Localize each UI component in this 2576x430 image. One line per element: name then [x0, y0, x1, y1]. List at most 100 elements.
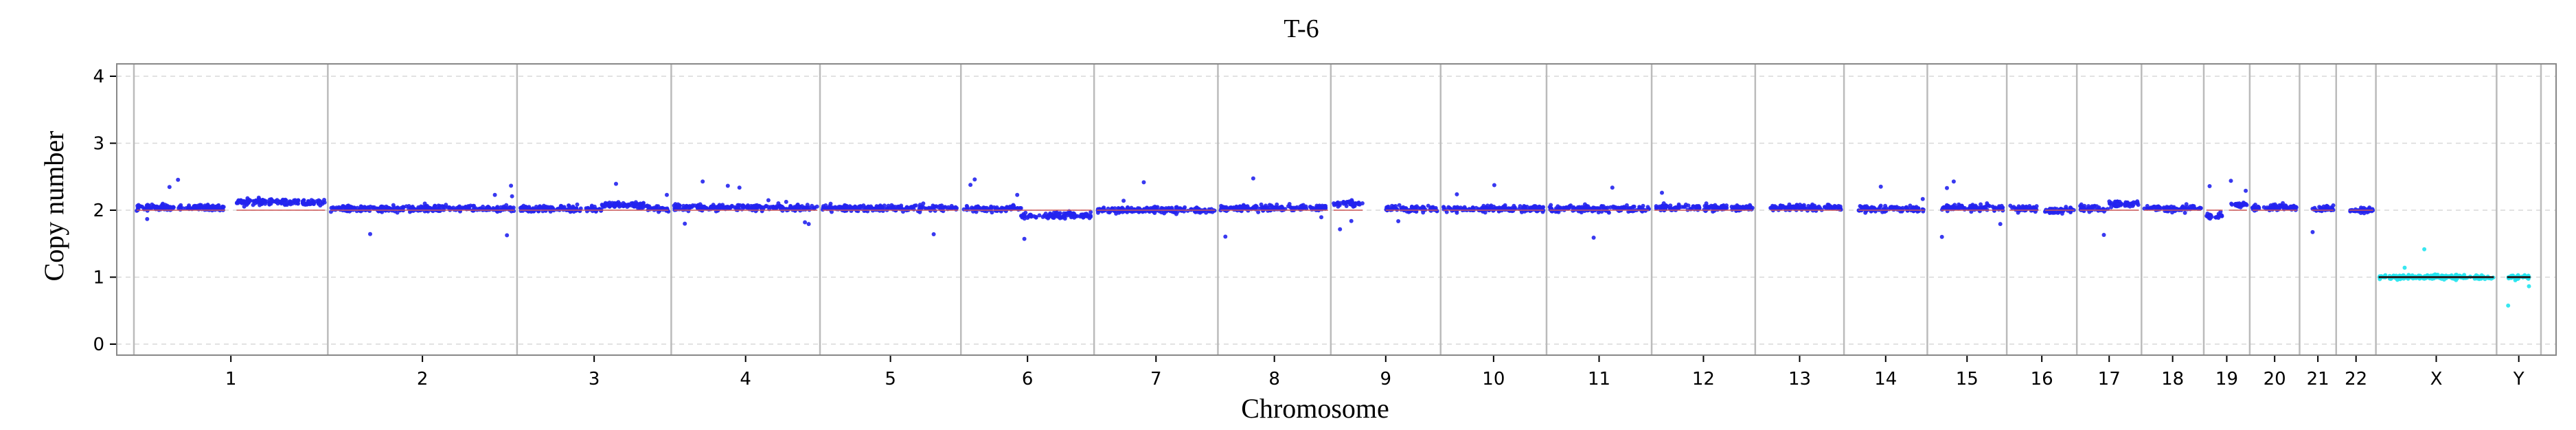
point-chr1 — [312, 202, 316, 206]
point-chr2 — [358, 204, 363, 209]
point-chr18 — [2182, 210, 2187, 215]
point-chr8 — [1310, 207, 1314, 212]
point-chr9 — [1396, 219, 1401, 223]
point-chr14 — [1920, 196, 1925, 201]
point-chr11 — [1548, 205, 1553, 210]
point-chr1 — [196, 205, 201, 210]
x-axis-label: Chromosome — [1241, 393, 1389, 424]
point-chr2 — [368, 231, 372, 236]
point-chr1 — [257, 197, 262, 201]
point-chr19 — [2207, 213, 2211, 218]
point-chr13 — [1799, 203, 1804, 208]
point-chr1 — [176, 177, 181, 182]
point-chr6 — [1046, 215, 1051, 220]
point-chr12 — [1705, 204, 1709, 208]
point-chr13 — [1808, 205, 1813, 210]
point-chr1 — [209, 204, 214, 209]
point-chr8 — [1256, 210, 1261, 214]
point-chr3 — [645, 203, 650, 208]
point-chr6 — [1011, 205, 1016, 210]
point-chr6 — [965, 205, 970, 210]
point-chr15 — [1951, 179, 1956, 184]
point-chr7 — [1185, 208, 1190, 213]
point-chr12 — [1657, 206, 1662, 210]
point-chr5 — [891, 206, 896, 211]
point-chr10 — [1483, 205, 1488, 210]
point-chr7 — [1155, 205, 1160, 210]
point-chr18 — [2161, 205, 2166, 210]
point-chr22 — [2362, 209, 2367, 214]
point-chr9 — [1338, 227, 1343, 231]
point-chr10 — [1455, 192, 1459, 196]
point-chr9 — [1336, 204, 1341, 209]
point-chr15 — [1954, 205, 1959, 210]
point-chr1 — [163, 205, 168, 210]
point-chr15 — [1946, 206, 1950, 211]
point-chr15 — [1979, 202, 1983, 207]
point-chr2 — [421, 205, 426, 210]
x-tick-label-1: 1 — [225, 369, 237, 389]
point-chr13 — [1823, 205, 1827, 210]
point-chr1 — [322, 200, 327, 205]
point-chrY — [2527, 284, 2531, 288]
y-axis-label: Copy number — [38, 131, 69, 282]
point-chr18 — [2155, 205, 2159, 210]
point-chr2 — [409, 206, 413, 211]
point-chr8 — [1259, 205, 1264, 210]
point-chr14 — [1871, 206, 1876, 211]
point-chr12 — [1697, 205, 1702, 210]
point-chr3 — [567, 203, 571, 208]
point-chr15 — [1949, 206, 1954, 210]
point-chr13 — [1825, 205, 1830, 210]
point-chr1 — [273, 200, 278, 204]
point-chr1 — [293, 198, 297, 203]
point-chr8 — [1239, 205, 1244, 210]
x-tick-label-18: 18 — [2161, 369, 2184, 389]
x-tick-label-14: 14 — [1874, 369, 1897, 389]
point-chr2 — [474, 206, 478, 211]
point-chr1 — [282, 201, 287, 206]
point-chr11 — [1611, 204, 1615, 209]
point-chr3 — [578, 209, 582, 214]
point-chr15 — [1998, 222, 2003, 227]
x-ticks: 1 2 3 4 5 6 7 8 9 10 11 12 13 14 15 16 17 18 19 20 21 22 X Y — [225, 355, 2524, 389]
point-chr5 — [856, 205, 861, 210]
point-chr19 — [2244, 188, 2248, 193]
point-chr8 — [1301, 203, 1306, 207]
point-chr2 — [424, 203, 429, 208]
point-chr1 — [192, 205, 196, 210]
point-chr2 — [328, 210, 333, 214]
point-chr1 — [186, 205, 191, 210]
point-chr17 — [2119, 201, 2123, 206]
point-chr4 — [779, 207, 784, 212]
point-chrX — [2406, 273, 2411, 278]
point-chr9 — [1341, 199, 1346, 204]
point-chr12 — [1720, 204, 1725, 209]
point-chr1 — [167, 185, 172, 190]
point-chr10 — [1452, 205, 1457, 210]
point-chr1 — [284, 199, 288, 203]
point-chr6 — [1088, 210, 1093, 214]
point-chr3 — [650, 206, 654, 211]
point-chr6 — [1031, 214, 1036, 218]
x-tick-label-20: 20 — [2264, 369, 2286, 389]
x-tick-label-22: 22 — [2345, 369, 2367, 389]
point-chr6 — [1022, 236, 1027, 241]
point-chr6 — [1037, 213, 1042, 218]
point-chr10 — [1444, 210, 1449, 214]
point-chr14 — [1894, 205, 1899, 210]
point-chr1 — [145, 216, 150, 221]
point-chr6 — [1068, 210, 1072, 215]
point-chr2 — [505, 233, 510, 238]
point-chr15 — [1973, 205, 1978, 210]
point-chr6 — [1072, 215, 1077, 220]
y-ticks: 0 1 2 3 4 — [93, 67, 117, 355]
point-chr6 — [977, 206, 981, 211]
point-chr5 — [821, 205, 825, 210]
point-chr20 — [2279, 203, 2283, 208]
point-chr12 — [1746, 207, 1751, 212]
point-chr3 — [569, 208, 573, 213]
point-chr12 — [1660, 190, 1664, 195]
point-chr6 — [1043, 212, 1048, 216]
